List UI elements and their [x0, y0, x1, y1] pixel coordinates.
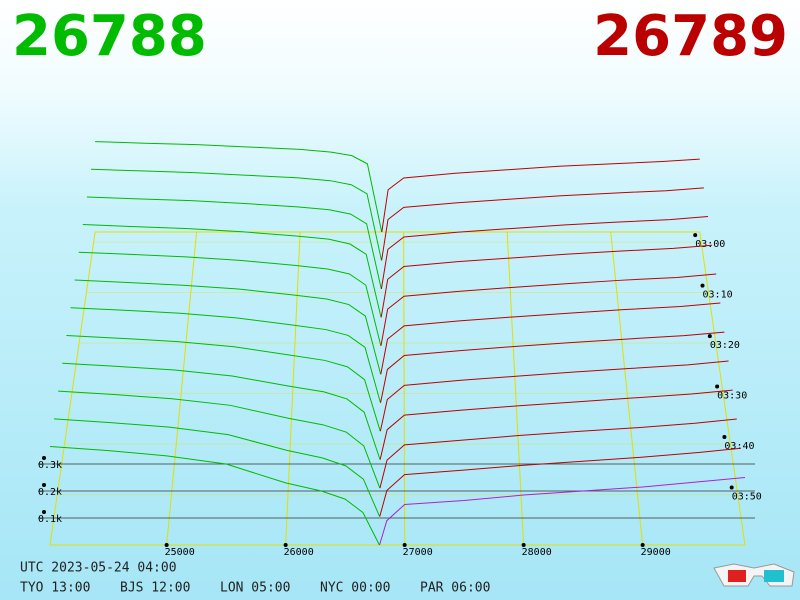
bid-depth-line [74, 279, 382, 375]
price-grid-line [506, 231, 525, 546]
ask-depth-line [379, 389, 733, 460]
bid-depth-line [90, 168, 382, 261]
depth-tick-label: 0.2k [38, 487, 62, 498]
time-tick-label: 03:10 [703, 290, 733, 301]
3d-glasses-icon[interactable] [713, 563, 795, 587]
ask-depth-line [380, 244, 713, 318]
bid-depth-line [54, 418, 381, 517]
ask-depth-line [381, 158, 700, 233]
bid-depth-line [78, 251, 382, 346]
time-tick [693, 233, 698, 238]
ask-depth-line [380, 216, 709, 289]
price-tick-label: 26000 [284, 547, 314, 558]
utc-clock: UTC 2023-05-24 04:00 [20, 561, 177, 576]
ask-depth-line [380, 331, 725, 403]
ask-depth-line [380, 273, 717, 346]
price-grid-line [610, 231, 644, 546]
price-grid-line [403, 231, 406, 546]
depth-tick [42, 483, 46, 487]
price-grid-line [166, 231, 198, 546]
price-tick-label: 28000 [522, 547, 552, 558]
city-clock: LON 05:00 [220, 581, 290, 596]
bid-depth-line [66, 334, 381, 432]
city-clock: BJS 12:00 [120, 581, 190, 596]
depth-tick-label: 0.1k [38, 514, 62, 525]
bid-depth-line [95, 141, 383, 233]
time-tick [700, 283, 705, 288]
ask-depth-line [379, 477, 746, 546]
bid-price: 26788 [12, 4, 207, 69]
depth-tick [42, 510, 46, 514]
price-tick [640, 543, 645, 547]
price-tick [402, 543, 407, 547]
clocks: TYO 13:00 BJS 12:00 LON 05:00 NYC 00:00 PAR … [20, 581, 490, 596]
bid-depth-line [62, 362, 381, 460]
depth-tick-label: 0.3k [38, 460, 62, 471]
depth-tick [42, 456, 46, 460]
time-tick-label: 03:30 [717, 391, 747, 402]
time-tick [722, 435, 727, 440]
city-clock: PAR 06:00 [420, 581, 490, 596]
price-tick [283, 543, 288, 547]
price-tick [521, 543, 526, 547]
city-clock: TYO 13:00 [20, 581, 90, 596]
bid-depth-line [70, 307, 381, 403]
plot: 25000 26000 27000 28000 29000 0.1k 0.2k 0.3k 03:… [38, 141, 762, 558]
time-tick-label: 03:50 [732, 492, 762, 503]
ask-price: 26789 [593, 4, 788, 69]
time-tick [707, 334, 712, 339]
time-tick [715, 384, 720, 389]
price-tick-label: 27000 [403, 547, 433, 558]
time-tick-label: 03:20 [710, 340, 740, 351]
ask-depth-line [379, 418, 737, 489]
ask-depth-line [380, 302, 721, 375]
bid-depth-line [82, 223, 382, 318]
price-grid-line [285, 231, 301, 546]
price-tick-label: 25000 [165, 547, 195, 558]
price-tick-label: 29000 [641, 547, 671, 558]
city-clock: NYC 00:00 [320, 581, 390, 596]
price-tick [164, 543, 169, 547]
bid-depth-line [86, 196, 382, 290]
time-tick-label: 03:00 [695, 239, 725, 250]
time-tick [729, 485, 734, 490]
ask-depth-line [379, 447, 741, 517]
ask-depth-line [381, 187, 704, 261]
bid-depth-line [49, 445, 380, 546]
ask-depth-line [379, 360, 729, 432]
bid-depth-line [58, 390, 381, 489]
time-tick-label: 03:40 [724, 441, 754, 452]
